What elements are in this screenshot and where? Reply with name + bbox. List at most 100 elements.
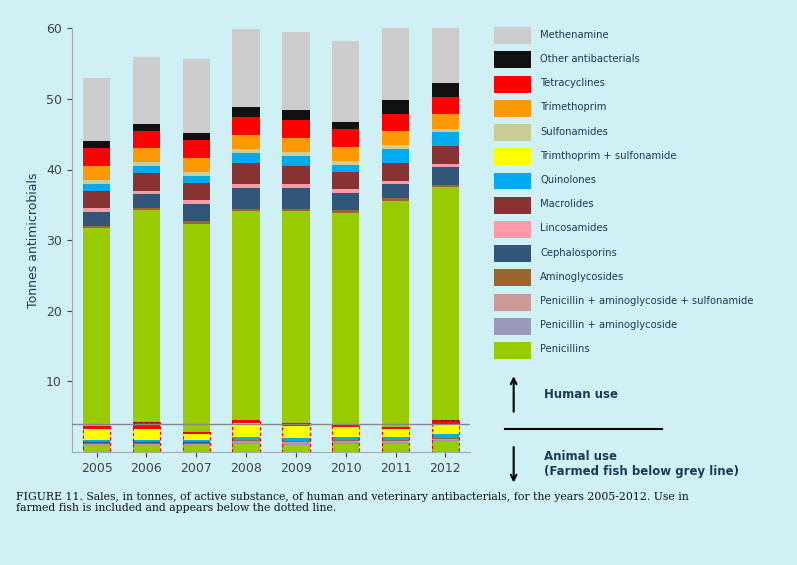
- Bar: [233, 163, 260, 184]
- Bar: [233, 211, 260, 419]
- Text: Trimethoprim: Trimethoprim: [540, 102, 607, 112]
- Bar: [83, 226, 110, 228]
- Bar: [382, 441, 409, 442]
- Bar: [183, 444, 210, 445]
- Bar: [83, 148, 110, 166]
- Bar: [183, 200, 210, 204]
- Bar: [83, 208, 110, 212]
- Text: Methenamine: Methenamine: [540, 30, 609, 40]
- Bar: [133, 194, 160, 208]
- Bar: [133, 56, 160, 124]
- Bar: [183, 176, 210, 182]
- Bar: [382, 184, 409, 198]
- Bar: [83, 180, 110, 184]
- Bar: [432, 434, 459, 437]
- Text: Penicillin + aminoglycoside: Penicillin + aminoglycoside: [540, 320, 677, 331]
- Bar: [382, 0, 409, 99]
- Bar: [183, 432, 210, 434]
- Bar: [83, 445, 110, 446]
- Bar: [183, 140, 210, 158]
- Text: Animal use
(Farmed fish below grey line): Animal use (Farmed fish below grey line): [544, 450, 740, 478]
- Bar: [494, 245, 532, 262]
- Bar: [233, 442, 260, 444]
- Bar: [382, 146, 409, 149]
- Bar: [233, 184, 260, 188]
- Bar: [233, 419, 260, 452]
- Bar: [183, 434, 210, 440]
- Bar: [432, 146, 459, 164]
- Bar: [282, 110, 309, 120]
- Bar: [83, 212, 110, 226]
- Bar: [382, 114, 409, 132]
- Bar: [332, 440, 359, 441]
- Bar: [494, 197, 532, 214]
- Bar: [133, 210, 160, 423]
- Bar: [282, 442, 309, 443]
- Bar: [233, 209, 260, 211]
- Bar: [83, 426, 110, 429]
- Bar: [183, 172, 210, 176]
- Bar: [282, 211, 309, 423]
- Bar: [494, 318, 532, 335]
- Text: Trimthoprim + sulfonamide: Trimthoprim + sulfonamide: [540, 151, 677, 161]
- Bar: [282, 188, 309, 208]
- Bar: [432, 167, 459, 185]
- Bar: [494, 172, 532, 189]
- Bar: [494, 149, 532, 166]
- Text: FIGURE 11. Sales, in tonnes, of active substance, of human and veterinary antiba: FIGURE 11. Sales, in tonnes, of active s…: [16, 492, 689, 513]
- Bar: [83, 444, 110, 445]
- Bar: [83, 184, 110, 191]
- Bar: [382, 427, 409, 452]
- Bar: [133, 131, 160, 148]
- Bar: [282, 425, 309, 438]
- Bar: [332, 41, 359, 122]
- Bar: [432, 441, 459, 452]
- Bar: [233, 441, 260, 442]
- Bar: [282, 443, 309, 445]
- Bar: [282, 423, 309, 452]
- Bar: [183, 445, 210, 446]
- Bar: [133, 173, 160, 191]
- Bar: [183, 432, 210, 452]
- Bar: [382, 181, 409, 184]
- Bar: [282, 32, 309, 110]
- Bar: [83, 440, 110, 442]
- Bar: [332, 189, 359, 193]
- Bar: [494, 27, 532, 44]
- Y-axis label: Tonnes antimicrobials: Tonnes antimicrobials: [27, 172, 41, 308]
- Bar: [332, 164, 359, 172]
- Bar: [133, 166, 160, 173]
- Bar: [382, 444, 409, 452]
- Bar: [332, 210, 359, 212]
- Bar: [233, 153, 260, 163]
- Bar: [494, 51, 532, 68]
- Bar: [382, 163, 409, 181]
- Bar: [494, 270, 532, 286]
- Bar: [282, 152, 309, 156]
- Bar: [382, 440, 409, 441]
- Bar: [183, 440, 210, 442]
- Bar: [233, 420, 260, 423]
- Bar: [382, 429, 409, 437]
- Bar: [133, 208, 160, 210]
- Bar: [83, 141, 110, 148]
- Bar: [282, 445, 309, 452]
- Bar: [382, 132, 409, 146]
- Bar: [282, 184, 309, 188]
- Bar: [432, 97, 459, 114]
- Bar: [133, 445, 160, 446]
- Bar: [233, 149, 260, 153]
- Bar: [183, 204, 210, 221]
- Bar: [382, 149, 409, 163]
- Text: Sulfonamides: Sulfonamides: [540, 127, 608, 137]
- Bar: [494, 342, 532, 359]
- Bar: [432, 129, 459, 132]
- Bar: [332, 172, 359, 189]
- Bar: [233, 118, 260, 135]
- Bar: [133, 444, 160, 445]
- Bar: [432, 440, 459, 441]
- Bar: [332, 437, 359, 440]
- Text: Other antibacterials: Other antibacterials: [540, 54, 640, 64]
- Bar: [382, 198, 409, 201]
- Bar: [133, 191, 160, 194]
